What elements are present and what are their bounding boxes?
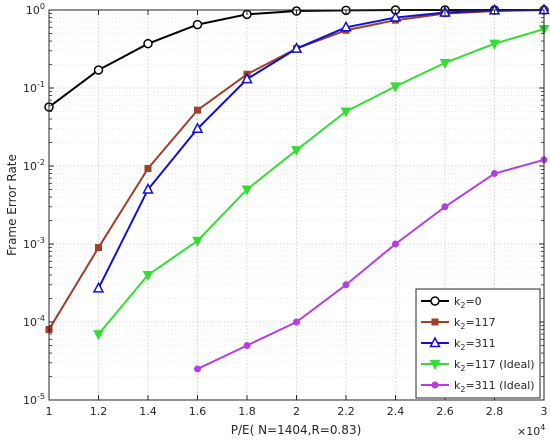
legend-label: k2=311 (Ideal) xyxy=(454,379,535,394)
legend-label: k2=117 (Ideal) xyxy=(454,358,535,373)
data-point xyxy=(491,170,498,178)
legend-label-subscript: 2 xyxy=(460,364,465,373)
data-point xyxy=(293,318,300,326)
data-point xyxy=(241,185,253,196)
data-point xyxy=(144,164,152,172)
legend-entry-0: k2=0 xyxy=(421,295,482,310)
y-tick-label-base: 10 xyxy=(23,238,37,251)
y-tick-label-exponent: -5 xyxy=(37,392,45,401)
legend-marker xyxy=(431,381,439,389)
data-point xyxy=(143,38,153,49)
data-point xyxy=(95,244,102,252)
x-tick-label: 2.2 xyxy=(337,405,355,418)
x-tick-label: 1 xyxy=(46,405,53,418)
y-tick-label-base: 10 xyxy=(23,160,37,173)
x-tick-label: 2.4 xyxy=(387,405,405,418)
legend-label-base: k xyxy=(454,337,461,350)
data-point xyxy=(142,271,154,282)
data-point xyxy=(489,39,500,50)
data-point xyxy=(191,122,204,134)
x-axis-label: P/E( N=1404,R=0.83) xyxy=(231,423,362,437)
y-tick-label-exponent: -2 xyxy=(37,158,45,167)
data-point xyxy=(243,341,251,349)
y-tick-label: 10-4 xyxy=(23,314,45,329)
legend-marker xyxy=(429,360,441,371)
x-tick-label: 2.6 xyxy=(436,405,454,418)
x-tick-label: 1.2 xyxy=(90,405,108,418)
data-point xyxy=(93,65,104,75)
data-point xyxy=(92,281,105,293)
legend-label-subscript: 2 xyxy=(460,322,465,331)
ticks: 1 1.2 1.4 1.6 1.8 2 2.2 2.4 2.6 2.8 310-510-410-31… xyxy=(23,2,547,418)
y-tick-label-exponent: -1 xyxy=(37,80,45,89)
x-tick-label: 2 xyxy=(293,405,300,418)
y-tick-label-base: 10 xyxy=(23,82,37,95)
data-point xyxy=(290,41,303,53)
x-multiplier: ×104 xyxy=(517,423,545,438)
legend-label-subscript: 2 xyxy=(460,385,465,394)
data-point xyxy=(389,10,402,22)
data-point xyxy=(291,146,302,157)
data-point xyxy=(342,281,350,289)
legend-entry-1: k2=117 xyxy=(421,316,496,331)
y-tick-label: 100 xyxy=(26,2,45,17)
legend-label-base: k xyxy=(454,316,461,329)
data-point xyxy=(340,20,352,32)
x-tick-label: 1.8 xyxy=(238,405,256,418)
data-point xyxy=(194,106,201,114)
data-point xyxy=(392,240,399,248)
legend-label-subscript: 2 xyxy=(460,301,465,310)
legend-label-rest: =117 (Ideal) xyxy=(465,358,534,371)
data-point xyxy=(241,72,253,84)
legend-label-base: k xyxy=(454,295,461,308)
data-point xyxy=(142,182,154,194)
y-tick-label-base: 10 xyxy=(26,4,40,17)
y-tick-label-exponent: -3 xyxy=(37,236,45,245)
legend-marker xyxy=(430,296,440,306)
legend-label: k2=0 xyxy=(454,295,482,310)
data-point xyxy=(192,19,203,30)
legend-entry-3: k2=117 (Ideal) xyxy=(421,358,535,373)
legend-label-base: k xyxy=(454,379,461,392)
x-tick-label: 1.4 xyxy=(139,405,157,418)
y-tick-label: 10-2 xyxy=(23,158,45,173)
legend-label-subscript: 2 xyxy=(460,343,465,352)
y-tick-label: 10-3 xyxy=(23,236,45,251)
data-point xyxy=(194,365,201,373)
legend-marker xyxy=(429,336,441,348)
y-tick-label: 10-1 xyxy=(23,80,45,95)
y-tick-label: 10-5 xyxy=(23,392,45,407)
legend-entry-4: k2=311 (Ideal) xyxy=(421,379,535,394)
x-tick-label: 2.8 xyxy=(486,405,504,418)
series-line xyxy=(97,9,545,289)
x-tick-label: 1.6 xyxy=(189,405,207,418)
y-tick-label-base: 10 xyxy=(23,316,37,329)
legend-label-rest: =311 (Ideal) xyxy=(465,379,534,392)
data-point xyxy=(192,236,203,247)
y-tick-label-exponent: -4 xyxy=(37,314,45,323)
legend-entry-2: k2=311 xyxy=(421,336,496,352)
data-point xyxy=(340,107,352,118)
series-3 xyxy=(93,25,550,341)
data-point xyxy=(390,82,401,93)
legend-label-rest: =311 xyxy=(465,337,495,350)
legend-label: k2=311 xyxy=(454,337,496,352)
legend-label: k2=117 xyxy=(454,316,496,331)
series-line xyxy=(97,28,545,335)
data-point xyxy=(93,330,104,341)
y-axis-label: Frame Error Rate xyxy=(5,154,19,256)
series-line xyxy=(197,158,545,370)
y-tick-label-base: 10 xyxy=(23,394,37,407)
x-tick-label: 3 xyxy=(541,405,548,418)
legend-label-base: k xyxy=(454,358,461,371)
data-point xyxy=(439,58,451,69)
legend-label-rest: =117 xyxy=(465,316,495,329)
data-point xyxy=(441,203,449,211)
y-tick-label-exponent: 0 xyxy=(40,2,45,11)
legend-marker xyxy=(431,318,439,326)
legend-label-rest: =0 xyxy=(465,295,481,308)
